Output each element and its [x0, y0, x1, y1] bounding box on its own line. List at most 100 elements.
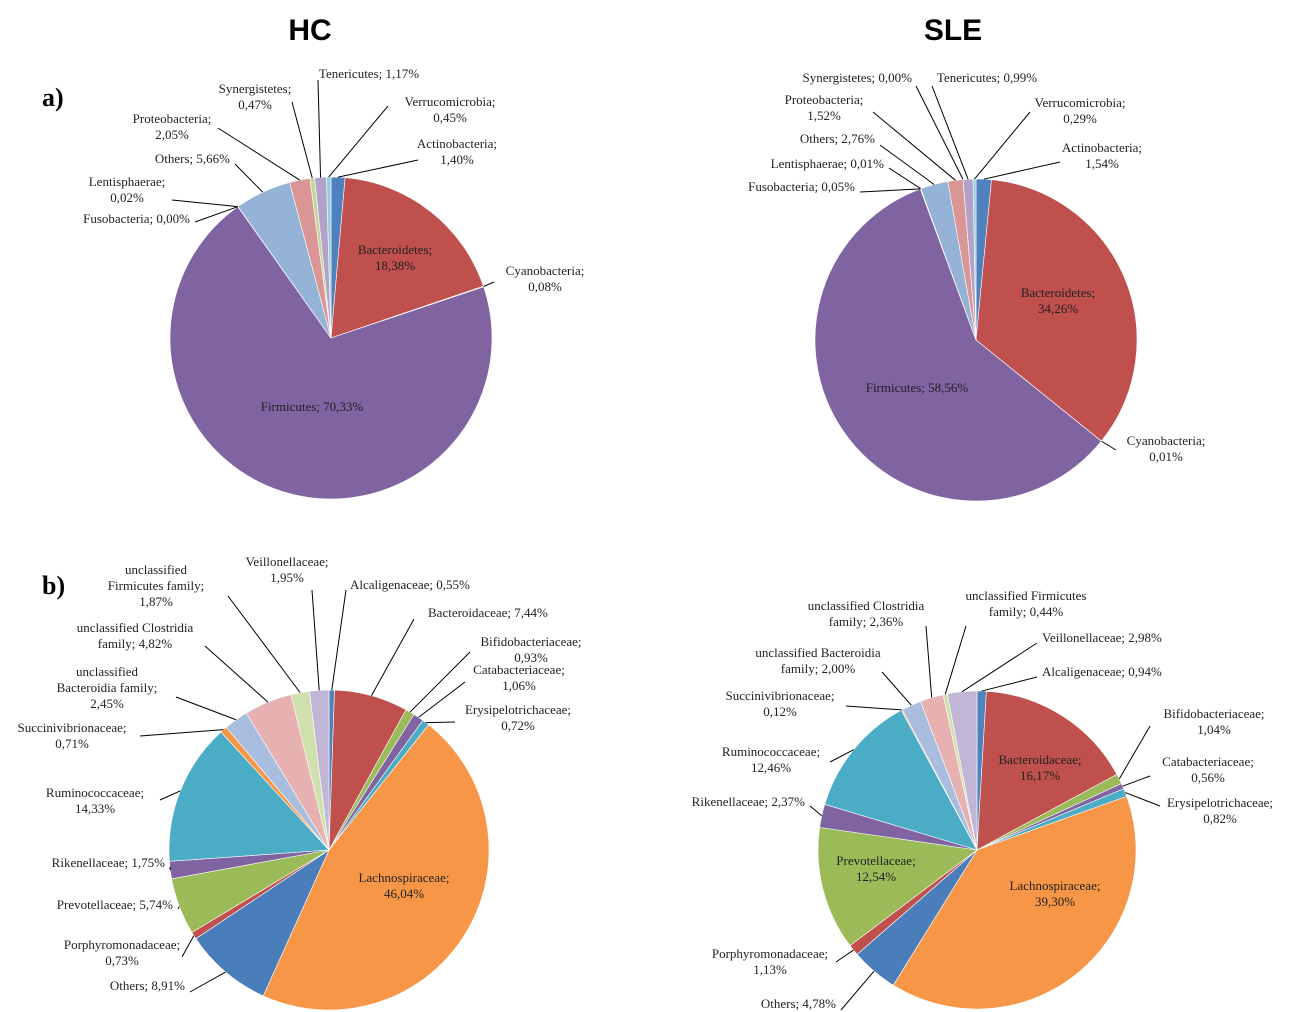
leader-line — [234, 163, 264, 193]
slice-label: Ruminococcaceae; 12,46% — [722, 744, 820, 775]
slice-label: Lentisphaerae; 0,01% — [771, 156, 885, 171]
slice-label: Verrucomicrobia; 0,29% — [1035, 95, 1126, 126]
leader-line — [311, 589, 320, 691]
slice-label: unclassified Clostridia family; 2,36% — [808, 598, 925, 629]
leader-line — [317, 79, 322, 178]
slice-label: Alcaligenaceae; 0,55% — [350, 577, 470, 592]
leader-line — [915, 85, 964, 180]
slice-label: Cyanobacteria; 0,08% — [506, 263, 585, 294]
group-title: SLE — [924, 14, 982, 47]
pie-slice — [892, 796, 1137, 1010]
slice-label: Verrucomicrobia; 0,45% — [405, 94, 496, 125]
leader-line — [409, 651, 471, 713]
leader-line — [840, 970, 875, 1011]
leader-line — [981, 676, 1038, 692]
pie-slice — [976, 690, 1118, 851]
slice-label: Lachnospiraceae; 46,04% — [359, 870, 450, 901]
leader-line — [809, 805, 823, 817]
pie-slice — [814, 188, 1102, 502]
slice-label: Erysipelotrichaceae; 0,82% — [1167, 795, 1273, 826]
slice-label: Others; 5,66% — [155, 151, 230, 166]
group-title: HC — [288, 14, 331, 47]
panel-label: a) — [42, 83, 64, 112]
leader-line — [881, 671, 912, 706]
slice-label: Bacteroidaceae; 7,44% — [428, 605, 548, 620]
pie-slice — [330, 177, 484, 339]
slice-label: Bacteroidetes; 18,38% — [358, 242, 432, 273]
leader-line — [181, 935, 195, 958]
leader-line — [418, 681, 466, 718]
leader-line — [204, 645, 269, 703]
leader-line — [189, 971, 226, 993]
slice-label: Fusobacteria; 0,05% — [748, 179, 855, 194]
leader-line — [944, 625, 967, 695]
slice-label: Tenericutes; 1,17% — [319, 66, 419, 81]
pie-slice — [169, 206, 493, 500]
slice-label: Tenericutes; 0,99% — [937, 70, 1037, 85]
leader-line — [291, 101, 313, 179]
slice-label: Lentisphaerae; 0,02% — [89, 174, 166, 205]
pie-slice — [262, 724, 490, 1011]
slice-label: Bifidobacteriaceae; 0,93% — [480, 634, 581, 665]
slice-label: Catabacteriaceae; 0,56% — [1162, 754, 1254, 785]
leader-line — [1118, 725, 1151, 780]
slice-label: Proteobacteria; 2,05% — [133, 111, 212, 142]
leader-line — [1125, 792, 1161, 807]
slice-label: unclassified Firmicutes family; 1,87% — [108, 562, 204, 609]
leader-line — [217, 127, 300, 181]
leader-line — [194, 206, 239, 223]
pie-slice — [975, 179, 1138, 442]
leader-line — [983, 161, 1061, 180]
leader-line — [337, 159, 419, 178]
slice-label: Cyanobacteria; 0,01% — [1127, 433, 1206, 464]
leader-line — [370, 618, 415, 696]
slice-label: Bacteroidetes; 34,26% — [1021, 285, 1095, 316]
slice-label: Porphyromonadaceae; 1,13% — [712, 946, 828, 977]
leader-line — [829, 749, 854, 763]
slice-label: Fusobacteria; 0,00% — [83, 211, 190, 226]
slice-label: Prevotellaceae; 5,74% — [57, 897, 173, 912]
slice-label: Actinobacteria; 1,54% — [1062, 140, 1142, 171]
slice-label: Catabacteriaceae; 1,06% — [473, 662, 565, 693]
leader-line — [961, 642, 1038, 693]
leader-line — [328, 105, 389, 178]
slice-label: Bifidobacteriaceae; 1,04% — [1163, 706, 1264, 737]
leader-line — [175, 696, 237, 721]
slice-label: Others; 2,76% — [800, 131, 875, 146]
leader-line — [845, 705, 902, 711]
slice-label: Lachnospiraceae; 39,30% — [1010, 878, 1101, 909]
leader-line — [859, 188, 921, 193]
slice-label: Bacteroidaceae; 16,17% — [999, 752, 1082, 783]
pie-slice — [817, 827, 978, 947]
slice-label: Synergistetes; 0,47% — [219, 81, 292, 112]
leader-line — [872, 111, 956, 181]
pie-slice — [168, 731, 330, 862]
leader-line — [171, 199, 238, 208]
leader-line — [879, 144, 935, 185]
slice-label: Rikenellaceae; 1,75% — [52, 855, 166, 870]
leader-line — [931, 85, 969, 180]
slice-label: Actinobacteria; 1,40% — [417, 136, 497, 167]
slice-label: Prevotellaceae; 12,54% — [836, 853, 915, 884]
leader-line — [974, 111, 1031, 180]
slice-label: unclassified Clostridia family; 4,82% — [77, 620, 194, 651]
leader-line — [227, 595, 301, 693]
leader-line — [425, 721, 456, 724]
leader-line — [177, 906, 180, 910]
slice-label: Synergistetes; 0,00% — [802, 70, 912, 85]
slice-label: Erysipelotrichaceae; 0,72% — [465, 702, 571, 733]
leader-line — [1101, 440, 1117, 451]
slice-label: Proteobacteria; 1,52% — [785, 92, 864, 123]
slice-label: Veillonellaceae; 1,95% — [245, 554, 328, 585]
panel-label: b) — [42, 571, 65, 600]
slice-label: unclassified Bacteroidia family; 2,00% — [755, 645, 880, 676]
slice-label: Others; 8,91% — [110, 978, 185, 993]
leader-line — [139, 729, 224, 737]
leader-line — [925, 625, 933, 698]
pie-slice — [972, 178, 977, 341]
leader-line — [331, 589, 347, 691]
slice-label: Rikenellaceae; 2,37% — [692, 794, 806, 809]
slice-label: Alcaligenaceae; 0,94% — [1042, 664, 1162, 679]
slice-label: Firmicutes; 70,33% — [261, 399, 364, 414]
